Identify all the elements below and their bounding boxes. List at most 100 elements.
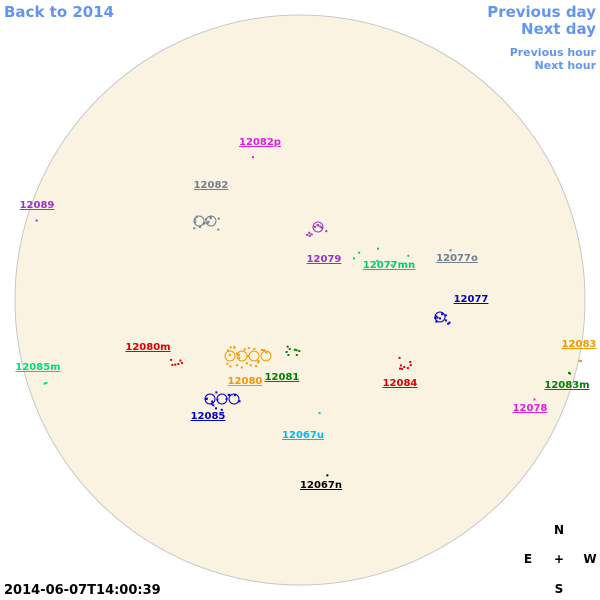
sunspot <box>209 217 212 220</box>
sunspot <box>263 349 266 352</box>
sunspot <box>217 228 220 231</box>
sunspot <box>212 404 215 407</box>
sunspot <box>206 221 209 224</box>
sunspot <box>579 360 582 363</box>
sunspot <box>568 371 571 374</box>
sunspot <box>399 367 402 370</box>
sunspot <box>441 313 444 316</box>
sunspot <box>449 249 452 252</box>
sunspot <box>436 316 439 319</box>
sunspot <box>298 349 301 352</box>
compass-north: N <box>554 523 564 537</box>
sunspots <box>35 156 582 477</box>
sunspot <box>177 362 180 365</box>
sunspot <box>533 398 536 401</box>
next-day-link[interactable]: Next day <box>521 20 596 38</box>
region-label[interactable]: 12085 <box>191 411 226 422</box>
sunspot <box>320 226 323 229</box>
sunspot <box>257 361 260 364</box>
region-label[interactable]: 12077o <box>436 253 478 264</box>
region-label[interactable]: 12084 <box>383 378 418 389</box>
sunspot <box>228 394 231 397</box>
sunspot <box>325 230 328 233</box>
sunspot <box>288 348 291 351</box>
sunspot <box>194 218 197 221</box>
sunspot <box>179 359 182 362</box>
sunspot <box>317 224 320 227</box>
region-label[interactable]: 12083m <box>544 380 589 391</box>
sunspot <box>209 216 212 219</box>
sunspot <box>578 359 581 362</box>
region-label[interactable]: 12079 <box>307 254 342 265</box>
sunspot <box>407 254 410 257</box>
sunspot <box>220 408 223 411</box>
sunspot <box>358 251 361 254</box>
sunspot <box>170 358 173 361</box>
region-label[interactable]: 12085m <box>15 362 60 373</box>
sunspot <box>295 349 298 352</box>
sunspot <box>171 363 174 366</box>
sunspot <box>377 247 380 250</box>
back-link[interactable]: Back to 2014 <box>4 3 114 21</box>
sunspot <box>406 366 409 369</box>
sunspot-umbra <box>248 350 260 362</box>
sunspot <box>245 362 248 365</box>
sunspot <box>403 365 406 368</box>
compass-east: E <box>524 552 532 566</box>
previous-day-link[interactable]: Previous day <box>487 3 596 21</box>
sunspot <box>447 322 450 325</box>
sunspot <box>398 356 401 359</box>
sunspot-umbra <box>434 311 446 323</box>
sunspot <box>194 221 197 224</box>
region-label[interactable]: 12081 <box>265 372 300 383</box>
previous-hour-link[interactable]: Previous hour <box>510 46 597 59</box>
sunspot <box>207 220 210 223</box>
sunspot <box>293 348 296 351</box>
sunspot-umbra <box>193 215 205 227</box>
sunspot <box>174 363 177 366</box>
region-label[interactable]: 12067u <box>282 430 324 441</box>
sunspot <box>295 354 298 357</box>
sunspot <box>409 360 412 363</box>
region-label[interactable]: 12083 <box>562 339 597 350</box>
sunspot <box>390 264 393 267</box>
sunspot <box>308 231 311 234</box>
sunspot <box>237 353 240 356</box>
sunspot-umbra <box>236 350 248 362</box>
region-label[interactable]: 12080 <box>228 376 263 387</box>
sunspot <box>240 366 243 369</box>
sunspot <box>260 349 263 352</box>
region-label[interactable]: 12077mn <box>363 260 415 271</box>
sunspot <box>286 345 289 348</box>
sunspot <box>310 233 313 236</box>
sunspot <box>226 362 229 365</box>
sunspot <box>233 394 236 397</box>
sunspot <box>306 233 309 236</box>
next-hour-link[interactable]: Next hour <box>535 59 597 72</box>
sunspot <box>236 364 239 367</box>
sunspot <box>43 382 46 385</box>
sunspot <box>444 319 447 322</box>
solar-disk <box>14 14 586 586</box>
region-label[interactable]: 12082 <box>194 180 229 191</box>
sunspot-umbra <box>216 393 228 405</box>
sunspot <box>352 257 355 260</box>
region-label[interactable]: 12077 <box>454 294 489 305</box>
region-label[interactable]: 12067n <box>300 480 342 491</box>
sunspot-umbra <box>224 350 236 362</box>
sunspot <box>253 347 256 350</box>
region-label[interactable]: 12080m <box>125 342 170 353</box>
sunspot <box>251 156 254 159</box>
sunspot <box>214 407 217 410</box>
region-label[interactable]: 12078 <box>513 403 548 414</box>
sunspot-umbra <box>260 350 272 362</box>
sunspot <box>255 365 258 368</box>
region-label[interactable]: 12089 <box>20 200 55 211</box>
sunspot <box>401 367 404 370</box>
sunspot-umbra <box>312 221 324 233</box>
region-labels: 12082p 12082 12089 12079 12077mn 12077o 12077 1… <box>15 137 596 491</box>
sunspot <box>211 400 214 403</box>
sunspot-umbra <box>228 393 240 405</box>
region-label[interactable]: 12082p <box>239 137 281 148</box>
